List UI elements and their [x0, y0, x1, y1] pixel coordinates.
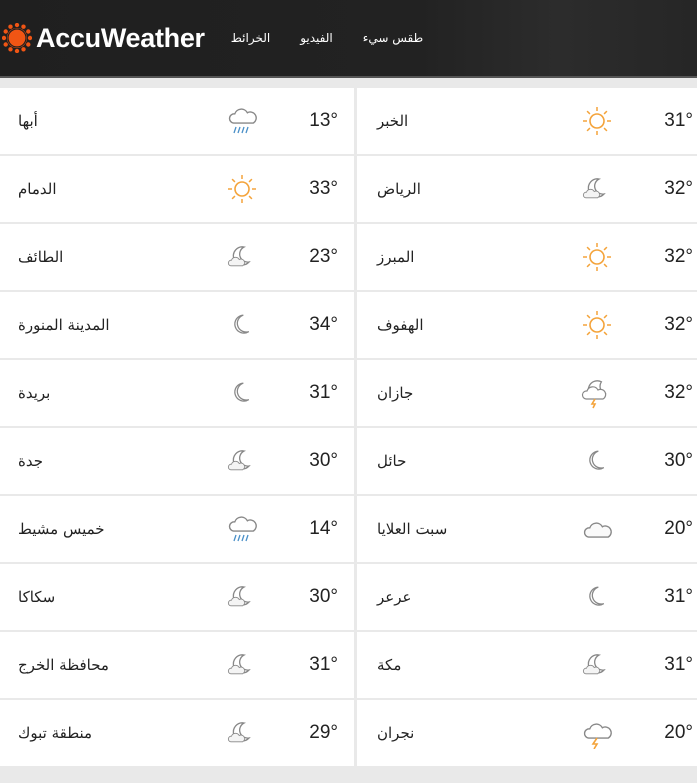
temperature: 30°: [664, 450, 693, 471]
temperature: 32°: [664, 178, 693, 199]
moon-icon: [589, 450, 605, 470]
moon-cloud-icon: [227, 246, 251, 267]
city-weather-item[interactable]: سبت العلايا 20°: [357, 496, 697, 562]
city-weather-item[interactable]: منطقة تبوك 29°: [0, 700, 354, 766]
city-weather-item[interactable]: نجران 20°: [357, 700, 697, 766]
city-weather-item[interactable]: جازان 32°: [357, 360, 697, 426]
brand-name: AccuWeather: [36, 22, 205, 53]
city-name: بريدة: [18, 384, 51, 402]
city-weather-item[interactable]: الخبر 31°: [357, 88, 697, 154]
temperature: 30°: [309, 450, 338, 471]
nav-maps[interactable]: الخرائط: [230, 31, 271, 45]
city-weather-item[interactable]: الطائف 23°: [0, 224, 354, 290]
city-name: جدة: [18, 452, 44, 470]
temperature: 32°: [664, 246, 693, 267]
city-name: محافظة الخرج: [18, 656, 109, 674]
city-name: الدمام: [18, 180, 57, 198]
city-weather-item[interactable]: مكة 31°: [357, 632, 697, 698]
city-weather-item[interactable]: خميس مشيط 14°: [0, 496, 354, 562]
temperature: 23°: [309, 246, 338, 267]
city-name: خميس مشيط: [18, 520, 105, 538]
sun-icon: [583, 243, 611, 271]
moon-cloud-icon: [582, 654, 606, 675]
temperature: 29°: [309, 722, 338, 743]
city-name: الطائف: [18, 248, 64, 266]
temperature: 14°: [309, 518, 338, 539]
city-name: المدينة المنورة: [18, 316, 110, 334]
moon-cloud-icon: [227, 722, 251, 743]
sun-logo-icon: [2, 23, 32, 53]
city-name: مكة: [377, 656, 402, 674]
cloud-icon: [583, 522, 612, 538]
moon-cloud-icon: [582, 178, 606, 199]
city-name: عرعر: [377, 588, 412, 606]
temperature: 31°: [309, 382, 338, 403]
temperature: 31°: [664, 110, 693, 131]
moon-cloud-icon: [227, 586, 251, 607]
rain-icon: [228, 516, 257, 542]
city-name: الهفوف: [377, 316, 424, 334]
moon-cloud-icon: [227, 654, 251, 675]
city-name: سكاكا: [18, 588, 56, 606]
rain-icon: [228, 108, 257, 134]
temperature: 32°: [664, 314, 693, 335]
city-name: سبت العلايا: [377, 520, 448, 538]
sun-icon: [583, 107, 611, 135]
city-weather-item[interactable]: حائل 30°: [357, 428, 697, 494]
city-weather-item[interactable]: محافظة الخرج 31°: [0, 632, 354, 698]
moon-icon: [589, 586, 605, 606]
temperature: 31°: [309, 654, 338, 675]
city-weather-item[interactable]: بريدة 31°: [0, 360, 354, 426]
city-weather-item[interactable]: المدينة المنورة 34°: [0, 292, 354, 358]
sun-icon: [228, 175, 256, 203]
nav-menu: الخرائط الفيديو طقس سيء: [231, 31, 423, 45]
city-name: الرياض: [377, 180, 421, 198]
city-weather-item[interactable]: الدمام 33°: [0, 156, 354, 222]
moon-icon: [234, 382, 250, 402]
temperature: 32°: [664, 382, 693, 403]
city-name: منطقة تبوك: [18, 724, 93, 742]
city-name: الخبر: [377, 112, 409, 130]
city-weather-item[interactable]: سكاكا 30°: [0, 564, 354, 630]
sun-icon: [583, 311, 611, 339]
temperature: 13°: [309, 110, 338, 131]
city-name: أبها: [18, 112, 38, 130]
moon-cloud-icon: [227, 450, 251, 471]
moon-icon: [234, 314, 250, 334]
temperature: 31°: [664, 586, 693, 607]
city-name: نجران: [377, 724, 415, 742]
city-weather-item[interactable]: المبرز 32°: [357, 224, 697, 290]
moon-thunder-icon: [581, 380, 607, 409]
temperature: 31°: [664, 654, 693, 675]
nav-video[interactable]: الفيديو: [300, 31, 333, 45]
accuweather-logo[interactable]: AccuWeather: [2, 23, 205, 54]
city-weather-item[interactable]: أبها 13°: [0, 88, 354, 154]
temperature: 30°: [309, 586, 338, 607]
thunder-icon: [583, 723, 612, 749]
city-name: المبرز: [377, 248, 415, 266]
city-name: حائل: [377, 452, 407, 470]
city-name: جازان: [377, 384, 414, 402]
temperature: 20°: [664, 518, 693, 539]
temperature: 33°: [309, 178, 338, 199]
city-weather-item[interactable]: الهفوف 32°: [357, 292, 697, 358]
temperature: 34°: [309, 314, 338, 335]
city-weather-item[interactable]: عرعر 31°: [357, 564, 697, 630]
city-weather-item[interactable]: الرياض 32°: [357, 156, 697, 222]
nav-severe-weather[interactable]: طقس سيء: [362, 31, 424, 45]
temperature: 20°: [664, 722, 693, 743]
city-weather-list: أبها 13° الخبر 31° الدمام 33° الرياض 32° الط…: [0, 88, 697, 766]
city-weather-item[interactable]: جدة 30°: [0, 428, 354, 494]
header: AccuWeather الخرائط الفيديو طقس سيء: [0, 0, 697, 78]
